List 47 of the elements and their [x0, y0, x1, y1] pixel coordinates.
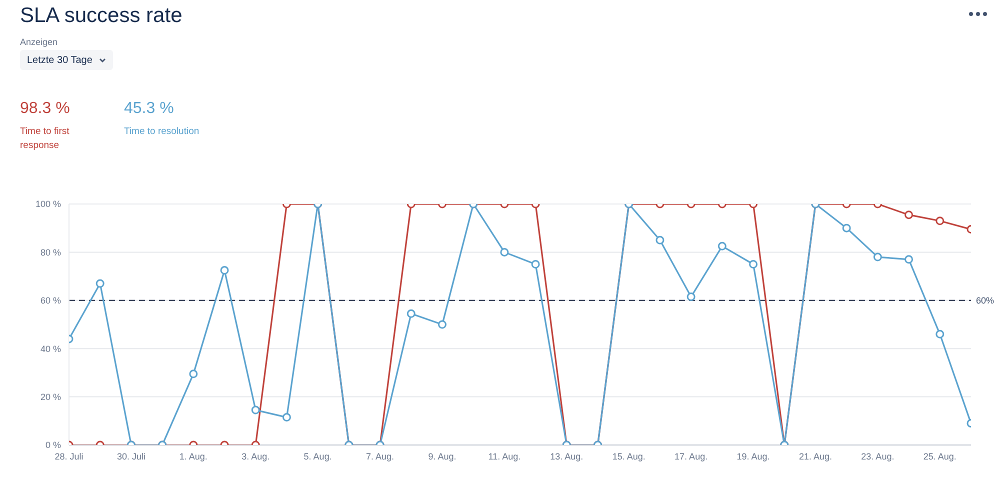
point: [718, 242, 726, 250]
point: [500, 248, 509, 256]
y-tick-label: 0 %: [45, 440, 61, 450]
x-tick-label: 25. Aug.: [923, 451, 956, 462]
point: [531, 260, 540, 268]
x-tick-label: 1. Aug.: [179, 451, 208, 462]
point: [936, 330, 944, 338]
x-tick-label: 5. Aug.: [304, 451, 332, 462]
x-tick-label: 7. Aug.: [366, 451, 394, 462]
point: [189, 370, 198, 378]
ref-line-label: 60%: [976, 296, 994, 306]
x-tick-label: 19. Aug.: [736, 451, 770, 462]
x-tick-label: 23. Aug.: [861, 451, 894, 462]
x-tick-label: 11. Aug.: [488, 451, 521, 462]
x-tick-label: 17. Aug.: [674, 451, 708, 462]
point: [842, 224, 851, 232]
point: [749, 260, 758, 268]
text: Anzeigen: [20, 37, 58, 47]
point: [406, 309, 416, 318]
chart-title: SLA success rate: [20, 4, 182, 28]
text: 45.3 %: [124, 100, 175, 118]
text: Time to resolution: [124, 125, 200, 139]
y-tick-label: 60 %: [40, 296, 61, 306]
point: [936, 216, 944, 226]
dropdown-field: Letzte 30 Tage: [20, 50, 113, 70]
point: [220, 266, 229, 275]
point: [438, 320, 446, 329]
point: [873, 252, 882, 262]
x-tick-label: 28. Juli: [54, 451, 84, 462]
x-tick-label: 15. Aug.: [612, 451, 646, 462]
point: [904, 255, 914, 264]
point: [904, 210, 914, 220]
y-tick-label: 20 %: [40, 392, 61, 402]
x-tick-label: 3. Aug.: [242, 451, 270, 462]
line-series: [69, 204, 971, 445]
point: [686, 292, 696, 302]
y-tick-label: 40 %: [40, 344, 61, 354]
y-tick-label: 80 %: [40, 247, 61, 258]
x-tick-label: 21. Aug.: [798, 451, 832, 462]
text: Time to first response: [20, 125, 70, 153]
point: [656, 236, 664, 244]
x-tick-label: 9. Aug.: [428, 451, 456, 462]
x-tick-label: 13. Aug.: [550, 451, 584, 462]
y-tick-label: 100 %: [35, 199, 61, 210]
text: 98.3 %: [20, 100, 71, 118]
x-tick-label: 30. Juli: [116, 451, 146, 462]
point: [96, 279, 104, 288]
